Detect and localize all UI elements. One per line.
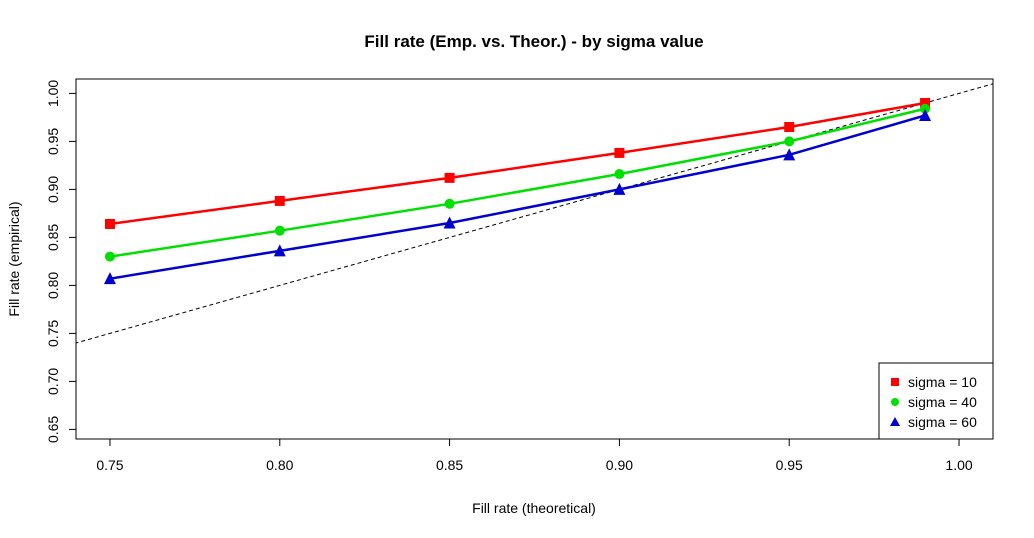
legend-item: sigma = 60	[890, 414, 977, 430]
series-3	[103, 108, 932, 285]
x-tick-label: 0.80	[266, 457, 293, 473]
y-tick-label: 0.75	[45, 320, 61, 347]
data-point	[784, 122, 795, 132]
chart-title: Fill rate (Emp. vs. Theor.) - by sigma v…	[364, 32, 703, 51]
x-axis-label: Fill rate (theoretical)	[472, 500, 596, 516]
plot-area	[75, 78, 994, 440]
y-axis: 0.65 0.70 0.75 0.80 0.85 0.90 0.95 1.00	[45, 80, 76, 443]
x-tick-label: 0.75	[96, 457, 123, 473]
y-tick-label: 0.95	[45, 128, 61, 155]
legend-label: sigma = 40	[908, 394, 977, 410]
legend-marker	[891, 378, 899, 386]
legend-label: sigma = 10	[908, 374, 977, 390]
data-point	[920, 98, 931, 108]
data-point	[274, 225, 285, 236]
x-tick-label: 0.90	[606, 457, 633, 473]
data-point	[613, 182, 626, 195]
series-line	[109, 101, 926, 226]
data-point	[273, 244, 286, 257]
data-point	[784, 136, 795, 147]
legend-item: sigma = 40	[891, 394, 977, 410]
data-point	[614, 169, 625, 180]
legend-marker	[890, 417, 900, 426]
data-point	[104, 251, 115, 262]
data-point	[443, 216, 456, 229]
legend: sigma = 10 sigma = 40 sigma = 60	[878, 362, 994, 440]
y-tick-label: 0.70	[45, 368, 61, 395]
series-layer	[103, 98, 932, 285]
y-axis-label: Fill rate (empirical)	[6, 201, 22, 316]
data-point	[919, 108, 932, 121]
data-point	[444, 198, 455, 209]
series-line	[109, 114, 926, 280]
reference-line	[76, 83, 993, 344]
legend-marker	[891, 398, 899, 406]
series-2	[104, 103, 931, 262]
reference-line-layer	[76, 83, 993, 344]
x-tick-label: 1.00	[945, 457, 972, 473]
data-point	[783, 148, 796, 161]
y-tick-label: 0.65	[45, 416, 61, 443]
series-line	[109, 107, 926, 258]
legend-item: sigma = 10	[891, 374, 977, 390]
y-tick-label: 0.90	[45, 176, 61, 203]
legend-label: sigma = 60	[908, 414, 977, 430]
data-point	[444, 172, 455, 183]
x-tick-label: 0.85	[436, 457, 463, 473]
y-tick-label: 0.80	[45, 272, 61, 299]
data-point	[614, 147, 625, 158]
series-1	[104, 98, 931, 229]
y-tick-label: 0.85	[45, 224, 61, 251]
data-point	[274, 195, 285, 206]
x-tick-label: 0.95	[776, 457, 803, 473]
y-tick-label: 1.00	[45, 80, 61, 107]
x-axis: 0.75 0.80 0.85 0.90 0.95 1.00	[96, 438, 973, 473]
data-point	[920, 103, 931, 114]
data-point	[104, 218, 115, 229]
data-point	[103, 272, 116, 285]
